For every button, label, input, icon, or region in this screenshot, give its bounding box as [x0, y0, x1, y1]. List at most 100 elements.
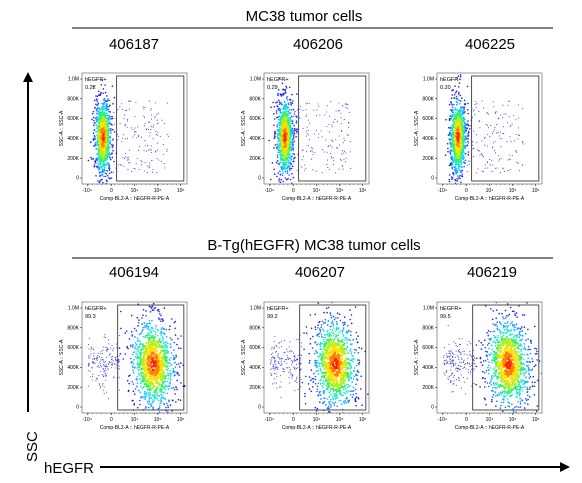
- event-dot: [106, 117, 109, 119]
- event-dot: [118, 368, 120, 370]
- event-dot: [160, 328, 163, 331]
- event-dot: [136, 316, 139, 319]
- event-dot: [473, 130, 475, 132]
- event-dot: [273, 346, 275, 348]
- event-dot: [289, 125, 292, 128]
- event-dot: [119, 106, 121, 108]
- event-dot: [289, 370, 291, 372]
- event-dot: [486, 112, 488, 114]
- event-dot: [139, 349, 142, 352]
- event-dot: [282, 108, 285, 110]
- event-dot: [118, 355, 120, 357]
- event-dot: [105, 107, 107, 110]
- event-dot: [167, 406, 169, 409]
- event-dot: [284, 351, 286, 353]
- event-dot: [478, 150, 480, 152]
- event-dot: [334, 172, 336, 174]
- event-dot: [288, 113, 290, 116]
- event-dot: [96, 358, 98, 360]
- event-dot: [96, 107, 99, 110]
- event-dot: [149, 311, 152, 313]
- event-dot: [469, 128, 471, 130]
- event-dot: [149, 391, 151, 394]
- event-dot: [159, 391, 161, 393]
- y-tick-label: 400K: [422, 136, 434, 142]
- event-dot: [285, 104, 288, 106]
- event-dot: [464, 135, 466, 137]
- event-dot: [115, 343, 118, 345]
- event-dot: [459, 163, 462, 166]
- event-dot: [292, 108, 295, 111]
- event-dot: [476, 134, 478, 136]
- event-dot: [270, 178, 272, 181]
- event-dot: [494, 127, 496, 129]
- event-dot: [277, 122, 280, 124]
- event-dot: [463, 106, 466, 109]
- event-dot: [486, 124, 489, 126]
- event-dot: [287, 358, 289, 360]
- event-dot: [522, 140, 524, 142]
- event-dot: [317, 103, 319, 105]
- event-dot: [109, 177, 111, 180]
- event-dot: [100, 160, 103, 163]
- event-dot: [149, 396, 151, 398]
- event-dot: [163, 387, 165, 390]
- event-dot: [481, 170, 483, 172]
- event-dot: [283, 92, 285, 95]
- event-dot: [143, 322, 146, 324]
- gate-label: hEGFR+: [267, 306, 289, 312]
- event-dot: [454, 140, 457, 143]
- event-dot: [159, 402, 161, 405]
- event-dot: [107, 348, 109, 350]
- event-dot: [145, 406, 147, 408]
- event-dot: [300, 357, 302, 359]
- event-dot: [449, 145, 452, 148]
- event-dots: [87, 79, 170, 184]
- event-dot: [93, 165, 95, 168]
- event-dot: [279, 120, 281, 122]
- event-dot: [463, 132, 465, 135]
- event-dot: [158, 409, 160, 411]
- event-dot: [105, 336, 107, 339]
- event-dot: [464, 159, 467, 162]
- event-dot: [148, 100, 151, 102]
- event-dot: [342, 142, 344, 144]
- event-dot: [158, 407, 161, 409]
- event-dot: [139, 378, 141, 381]
- event-dot: [103, 140, 106, 144]
- event-dot: [291, 165, 294, 168]
- event-dot: [162, 372, 166, 375]
- event-dot: [293, 158, 295, 160]
- event-dot: [297, 358, 299, 360]
- event-dot: [96, 95, 99, 98]
- event-dot: [118, 164, 120, 166]
- event-dot: [454, 122, 457, 125]
- event-dot: [128, 149, 131, 151]
- event-dot: [341, 322, 344, 324]
- event-dot: [130, 100, 132, 102]
- event-dot: [100, 108, 102, 110]
- group-title-mc38: MC38 tumor cells: [246, 8, 363, 25]
- event-dot: [278, 101, 281, 103]
- event-dot: [278, 77, 281, 80]
- event-dot: [323, 391, 326, 394]
- event-dot: [279, 137, 282, 140]
- event-dot: [477, 150, 479, 152]
- event-dot: [467, 153, 470, 156]
- event-dot: [454, 169, 456, 172]
- event-dot: [162, 332, 164, 334]
- event-dot: [451, 136, 454, 139]
- event-dot: [123, 134, 125, 136]
- event-dot: [337, 334, 340, 337]
- event-dot: [282, 159, 285, 162]
- event-dot: [448, 174, 451, 176]
- event-dot: [276, 135, 279, 137]
- event-dot: [136, 354, 139, 356]
- gate-label: hEGFR+: [85, 306, 107, 312]
- event-dot: [513, 140, 515, 142]
- event-dot: [481, 140, 483, 142]
- event-dot: [104, 84, 106, 86]
- event-dot: [277, 94, 279, 96]
- event-dot: [177, 398, 180, 401]
- event-dot: [278, 187, 280, 189]
